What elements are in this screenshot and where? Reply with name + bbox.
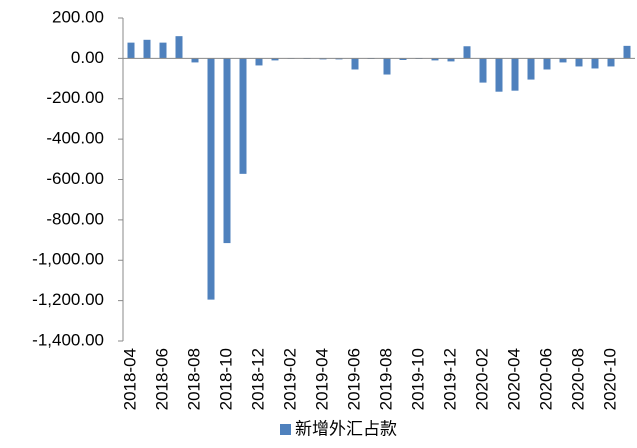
bar (159, 42, 167, 59)
bar (495, 58, 503, 92)
bar (143, 39, 151, 59)
y-tick-label: -1,000.00 (32, 250, 104, 269)
bar (319, 58, 327, 60)
x-tick-label: 2019-10 (408, 348, 427, 410)
legend-swatch (280, 424, 291, 435)
bar (191, 58, 199, 63)
x-tick-label: 2020-10 (600, 348, 619, 410)
bar (271, 58, 279, 61)
bar (479, 58, 487, 83)
y-tick-label: -600.00 (46, 169, 104, 188)
y-tick-label: -800.00 (46, 209, 104, 228)
bar (511, 58, 519, 91)
bar (399, 58, 407, 60)
y-tick-label: -1,400.00 (32, 330, 104, 349)
bar (239, 58, 247, 174)
bar (207, 58, 215, 300)
x-tick-label: 2020-04 (504, 348, 523, 410)
bar (431, 58, 439, 61)
bar (175, 36, 183, 59)
bar (527, 58, 535, 80)
legend-label: 新增外汇占款 (295, 419, 397, 438)
bar (383, 58, 391, 75)
x-tick-label: 2018-08 (184, 348, 203, 410)
bar (351, 58, 359, 70)
x-tick-label: 2018-12 (248, 348, 267, 410)
x-tick-label: 2019-08 (376, 348, 395, 410)
bar (447, 58, 455, 62)
bar (623, 45, 631, 59)
x-tick-label: 2018-06 (152, 348, 171, 410)
x-tick-label: 2020-02 (472, 348, 491, 410)
bar (223, 58, 231, 244)
y-tick-label: -400.00 (46, 129, 104, 148)
y-tick-label: 200.00 (52, 7, 104, 26)
bar (335, 58, 343, 60)
bar (543, 58, 551, 70)
x-tick-label: 2020-08 (568, 348, 587, 410)
bar (559, 58, 567, 63)
bar (463, 46, 471, 59)
bar (575, 58, 583, 67)
x-tick-label: 2019-06 (344, 348, 363, 410)
x-tick-label: 2018-10 (216, 348, 235, 410)
x-tick-label: 2019-02 (280, 348, 299, 410)
bar (591, 58, 599, 69)
x-tick-label: 2019-12 (440, 348, 459, 410)
y-tick-label: -1,200.00 (32, 290, 104, 309)
y-tick-label: -200.00 (46, 88, 104, 107)
bar (255, 58, 263, 66)
bar (127, 42, 135, 59)
x-tick-label: 2018-04 (120, 348, 139, 410)
x-tick-label: 2020-06 (536, 348, 555, 410)
bar (607, 58, 615, 67)
x-tick-label: 2019-04 (312, 348, 331, 410)
y-tick-label: 0.00 (71, 48, 104, 67)
